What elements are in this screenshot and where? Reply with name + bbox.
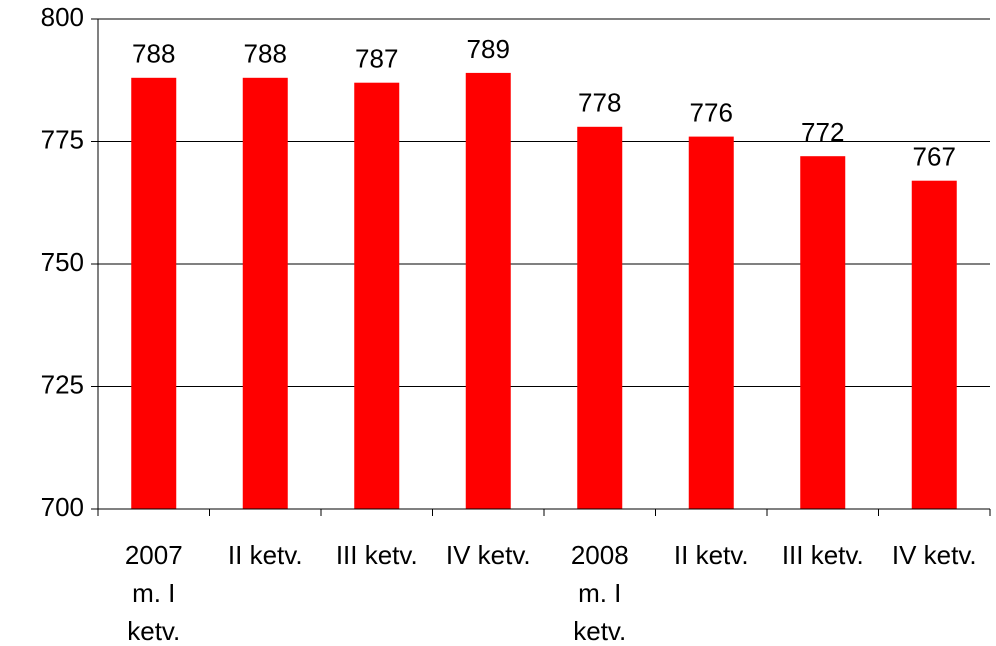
bar bbox=[465, 72, 511, 510]
y-tick-label: 700 bbox=[41, 492, 84, 522]
bar bbox=[242, 77, 288, 510]
bar bbox=[577, 126, 623, 510]
value-label: 788 bbox=[132, 39, 175, 69]
bar bbox=[911, 180, 957, 509]
y-tick-label: 800 bbox=[41, 2, 84, 32]
bar bbox=[800, 156, 846, 509]
value-label: 767 bbox=[913, 142, 956, 172]
bar bbox=[688, 136, 734, 509]
bar bbox=[354, 82, 400, 509]
x-tick-label: 2008 m. I ketv. bbox=[570, 540, 629, 646]
bar bbox=[131, 77, 177, 510]
x-tick-label: II ketv. bbox=[673, 540, 749, 570]
x-tick-label: III ketv. bbox=[335, 540, 418, 570]
x-tick-label: III ketv. bbox=[781, 540, 864, 570]
y-tick-label: 725 bbox=[41, 369, 84, 399]
value-label: 788 bbox=[244, 39, 287, 69]
y-tick-label: 775 bbox=[41, 124, 84, 154]
x-tick-label: IV ketv. bbox=[445, 540, 531, 570]
value-label: 772 bbox=[801, 117, 844, 147]
value-label: 787 bbox=[355, 44, 398, 74]
x-tick-label: 2007 m. I ketv. bbox=[124, 540, 183, 646]
x-tick-label: IV ketv. bbox=[891, 540, 977, 570]
value-label: 776 bbox=[690, 97, 733, 127]
y-tick-label: 750 bbox=[41, 247, 84, 277]
x-tick-label: II ketv. bbox=[227, 540, 303, 570]
value-label: 789 bbox=[467, 34, 510, 64]
value-label: 778 bbox=[578, 88, 621, 118]
